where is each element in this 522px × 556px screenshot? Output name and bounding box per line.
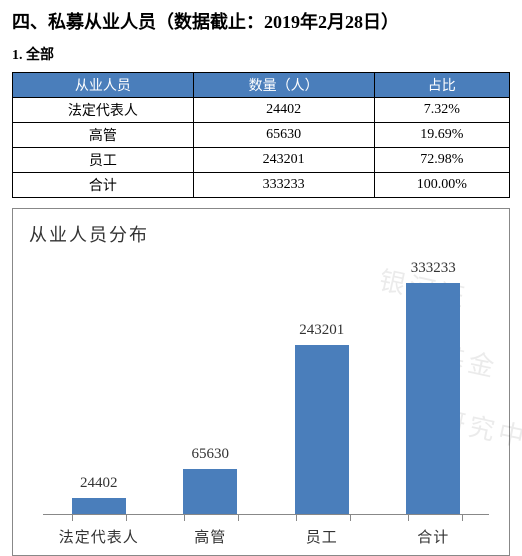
table-row: 高管6563019.69%	[13, 123, 510, 148]
x-axis-line	[43, 514, 489, 515]
personnel-table: 从业人员 数量（人） 占比 法定代表人244027.32%高管6563019.6…	[12, 72, 510, 198]
table-cell: 100.00%	[374, 173, 509, 198]
subsection-title: 1. 全部	[12, 44, 510, 64]
x-tick	[296, 515, 297, 521]
bar-slot: 333233	[378, 259, 490, 515]
table-cell: 员工	[13, 148, 194, 173]
bar-value-label: 243201	[299, 322, 344, 339]
x-tick	[184, 515, 185, 521]
table-row: 员工24320172.98%	[13, 148, 510, 173]
bar-slot: 24402	[43, 259, 155, 515]
x-tick	[462, 515, 463, 521]
x-tick	[350, 515, 351, 521]
bar-rect	[183, 469, 237, 515]
table-cell: 法定代表人	[13, 98, 194, 123]
table-cell: 65630	[193, 123, 374, 148]
bars-row: 24402 65630 243201 333233	[43, 259, 489, 515]
bar-slot: 65630	[155, 259, 267, 515]
x-tick	[408, 515, 409, 521]
col-header-0: 从业人员	[13, 73, 194, 98]
bar-value-label: 333233	[411, 260, 456, 277]
table-cell: 高管	[13, 123, 194, 148]
bar-rect	[295, 345, 349, 515]
x-tick	[238, 515, 239, 521]
table-cell: 333233	[193, 173, 374, 198]
table-row: 合计333233100.00%	[13, 173, 510, 198]
table-cell: 7.32%	[374, 98, 509, 123]
plot-area: 24402 65630 243201 333233	[43, 259, 489, 515]
x-labels-row: 法定代表人高管员工合计	[43, 526, 489, 547]
distribution-chart: 从业人员分布 银河证 券基金 研究中 244026563024320133323…	[12, 208, 510, 556]
bar-rect	[406, 283, 460, 515]
table-cell: 合计	[13, 173, 194, 198]
x-axis-label: 员工	[266, 526, 378, 547]
bar-slot: 243201	[266, 259, 378, 515]
x-tick	[72, 515, 73, 521]
table-row: 法定代表人244027.32%	[13, 98, 510, 123]
x-tick	[126, 515, 127, 521]
x-axis-label: 法定代表人	[43, 526, 155, 547]
x-axis-label: 高管	[155, 526, 267, 547]
table-cell: 19.69%	[374, 123, 509, 148]
table-header-row: 从业人员 数量（人） 占比	[13, 73, 510, 98]
table-cell: 72.98%	[374, 148, 509, 173]
bar-value-label: 65630	[192, 446, 230, 463]
col-header-1: 数量（人）	[193, 73, 374, 98]
table-cell: 24402	[193, 98, 374, 123]
chart-title: 从业人员分布	[29, 221, 149, 247]
table-cell: 243201	[193, 148, 374, 173]
col-header-2: 占比	[374, 73, 509, 98]
bar-rect	[72, 498, 126, 515]
section-title: 四、私募从业人员（数据截止：2019年2月28日）	[12, 8, 510, 34]
bar-value-label: 24402	[80, 475, 118, 492]
x-axis-label: 合计	[378, 526, 490, 547]
